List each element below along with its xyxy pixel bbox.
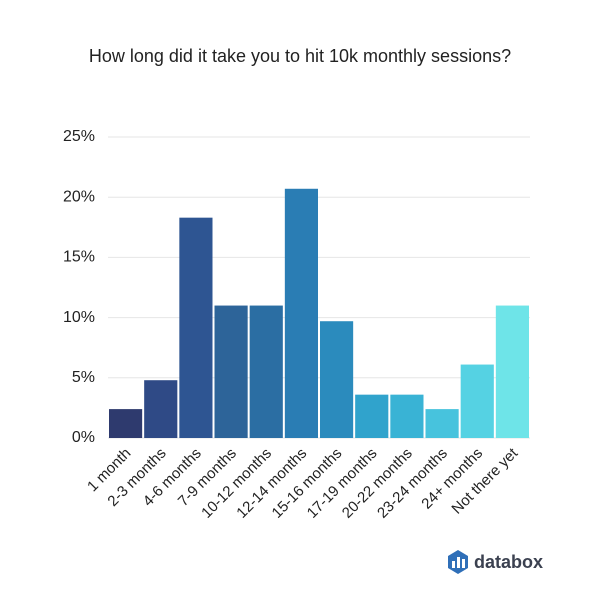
bar bbox=[249, 305, 283, 438]
bar bbox=[109, 409, 143, 438]
logo-bar bbox=[452, 561, 455, 568]
logo-bar bbox=[462, 559, 465, 568]
y-tick-label: 20% bbox=[63, 188, 95, 205]
bar bbox=[320, 321, 354, 438]
bar bbox=[425, 409, 459, 438]
bar bbox=[460, 364, 494, 438]
bar bbox=[284, 188, 318, 438]
logo-bar bbox=[457, 557, 460, 568]
bar bbox=[214, 305, 248, 438]
y-tick-label: 15% bbox=[63, 249, 95, 266]
bar bbox=[390, 394, 424, 438]
y-tick-label: 5% bbox=[72, 369, 95, 386]
chart-title: How long did it take you to hit 10k mont… bbox=[89, 46, 511, 66]
bar bbox=[179, 217, 213, 438]
y-tick-label: 0% bbox=[72, 429, 95, 446]
brand-logo: databox bbox=[448, 550, 543, 574]
bar bbox=[144, 380, 178, 438]
bar bbox=[355, 394, 389, 438]
brand-name: databox bbox=[474, 552, 543, 572]
y-tick-label: 10% bbox=[63, 309, 95, 326]
y-tick-label: 25% bbox=[63, 128, 95, 145]
bar bbox=[495, 305, 529, 438]
